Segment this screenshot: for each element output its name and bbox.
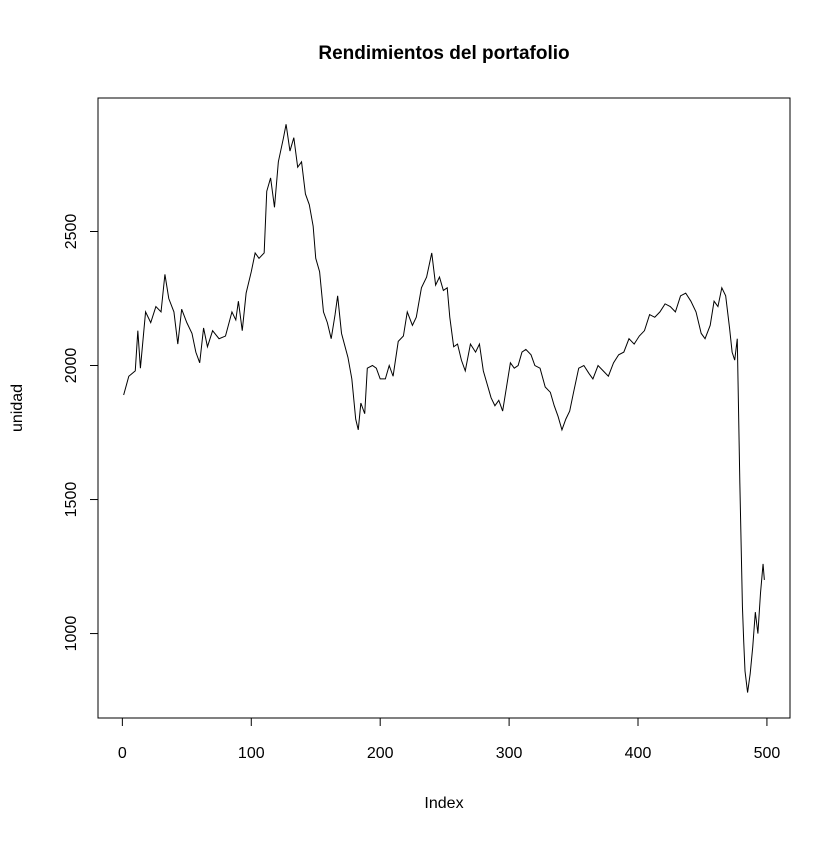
data-line bbox=[123, 124, 765, 693]
x-tick-label: 400 bbox=[625, 745, 652, 762]
chart-title: Rendimientos del portafolio bbox=[318, 43, 569, 64]
x-tick-label: 500 bbox=[754, 745, 781, 762]
x-axis-label: Index bbox=[424, 795, 463, 812]
y-tick-label: 1500 bbox=[63, 482, 80, 518]
y-axis-label: unidad bbox=[9, 384, 26, 432]
x-tick-label: 100 bbox=[238, 745, 265, 762]
x-tick-label: 200 bbox=[367, 745, 394, 762]
x-tick-label: 300 bbox=[496, 745, 523, 762]
x-tick-label: 0 bbox=[118, 745, 127, 762]
y-tick-label: 2000 bbox=[63, 348, 80, 384]
y-tick-label: 2500 bbox=[63, 214, 80, 250]
y-tick-label: 1000 bbox=[63, 616, 80, 652]
